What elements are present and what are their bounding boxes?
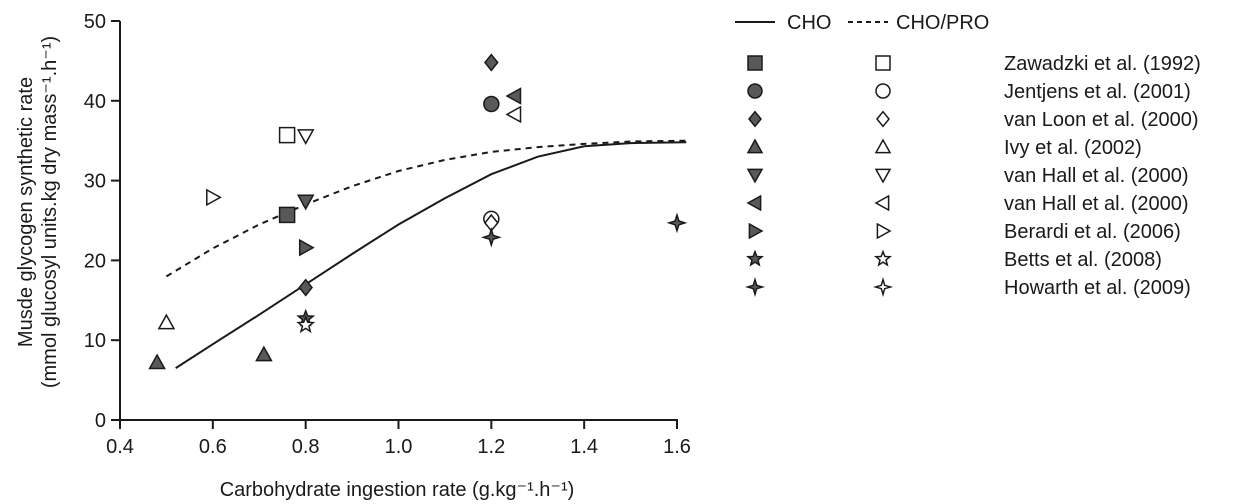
cho-point-triangle-up — [148, 353, 166, 370]
legend-entry-label: van Hall et al. (2000) — [1004, 165, 1189, 187]
legend-cho-label: CHO — [787, 12, 831, 34]
legend-marker-cho-pro-triangle-up — [874, 138, 892, 154]
y-axis-title-line1: Musde glycogen synthetic rate — [15, 77, 37, 347]
cho-point-circle — [483, 95, 500, 113]
y-tick-label: 30 — [84, 171, 106, 193]
cho-point-triangle-down — [296, 194, 315, 211]
x-tick-label: 1.2 — [477, 436, 505, 458]
y-axis-title: Musde glycogen synthetic rate (mmol gluc… — [15, 36, 61, 388]
x-tick-label: 1.4 — [570, 436, 598, 458]
plot-area: 0.4 0.6 0.8 1.0 1.2 1.4 1.6 0 10 20 30 40 50 — [84, 11, 691, 458]
cho-point-square — [278, 206, 296, 224]
legend-marker-cho-pro-star4 — [872, 276, 894, 298]
y-axis-title-line2: (mmol glucosyl units.kg dry mass⁻¹.h⁻¹) — [39, 36, 61, 388]
y-tick-label: 10 — [84, 330, 106, 352]
cho-point-star4 — [666, 212, 688, 234]
legend-marker-cho-star4 — [744, 276, 766, 298]
legend: CHO CHO/PRO Zawadzki et al. (1992) Jentje… — [735, 12, 1201, 299]
legend-entry-label: Zawadzki et al. (1992) — [1004, 53, 1201, 75]
y-tick-label: 0 — [95, 410, 106, 432]
legend-entry-label: van Loon et al. (2000) — [1004, 109, 1199, 131]
cho-pro-point-triangle-up — [157, 313, 176, 330]
legend-marker-cho-pro-star5 — [874, 249, 892, 267]
legend-entry-label: van Hall et al. (2000) — [1004, 193, 1189, 215]
cho-pro-point-square — [278, 126, 296, 144]
x-tick-label: 1.6 — [663, 436, 691, 458]
legend-marker-cho-pro-diamond — [876, 110, 890, 128]
legend-marker-cho-triangle-down — [746, 168, 764, 184]
legend-marker-cho-pro-triangle-right — [876, 222, 892, 240]
cho-pro-point-triangle-down — [296, 129, 315, 145]
legend-marker-cho-triangle-left — [746, 194, 762, 212]
x-tick-label: 1.0 — [385, 436, 413, 458]
legend-marker-cho-pro-triangle-down — [874, 168, 892, 184]
legend-marker-cho-triangle-right — [748, 222, 764, 240]
cho-point-triangle-right — [298, 238, 315, 257]
y-tick-label: 40 — [84, 91, 106, 113]
legend-marker-cho-circle — [747, 83, 763, 99]
legend-marker-cho-pro-triangle-left — [874, 194, 890, 212]
legend-entry-label: Jentjens et al. (2001) — [1004, 81, 1191, 103]
legend-marker-cho-pro-square — [875, 55, 891, 71]
legend-cho-pro-label: CHO/PRO — [896, 12, 989, 34]
cho-point-diamond — [298, 278, 313, 297]
y-tick-label: 50 — [84, 11, 106, 33]
cho-curve — [175, 141, 687, 369]
legend-marker-cho-triangle-up — [746, 138, 764, 154]
legend-entry-label: Ivy et al. (2002) — [1004, 137, 1142, 159]
cho-pro-curve — [165, 139, 687, 278]
y-tick-label: 20 — [84, 250, 106, 272]
legend-entry-label: Howarth et al. (2009) — [1004, 277, 1191, 299]
cho-pro-point-triangle-left — [505, 105, 522, 124]
cho-pro-point-triangle-right — [206, 188, 222, 207]
legend-marker-cho-pro-circle — [875, 83, 891, 99]
legend-marker-cho-star5 — [746, 249, 764, 267]
legend-marker-cho-square — [747, 55, 763, 71]
cho-point-triangle-up — [255, 345, 273, 362]
cho-point-diamond — [484, 53, 499, 72]
cho-pro-point-star5 — [296, 315, 316, 334]
x-tick-label: 0.8 — [292, 436, 320, 458]
legend-entry-label: Berardi et al. (2006) — [1004, 221, 1181, 243]
x-tick-label: 0.6 — [199, 436, 227, 458]
x-tick-label: 0.4 — [106, 436, 134, 458]
legend-marker-cho-diamond — [748, 110, 762, 128]
legend-entry-label: Betts et al. (2008) — [1004, 249, 1162, 271]
x-axis-title: Carbohydrate ingestion rate (g.kg⁻¹.h⁻¹) — [220, 479, 575, 501]
cho-point-star4 — [480, 226, 502, 248]
cho-point-triangle-left — [505, 87, 522, 105]
